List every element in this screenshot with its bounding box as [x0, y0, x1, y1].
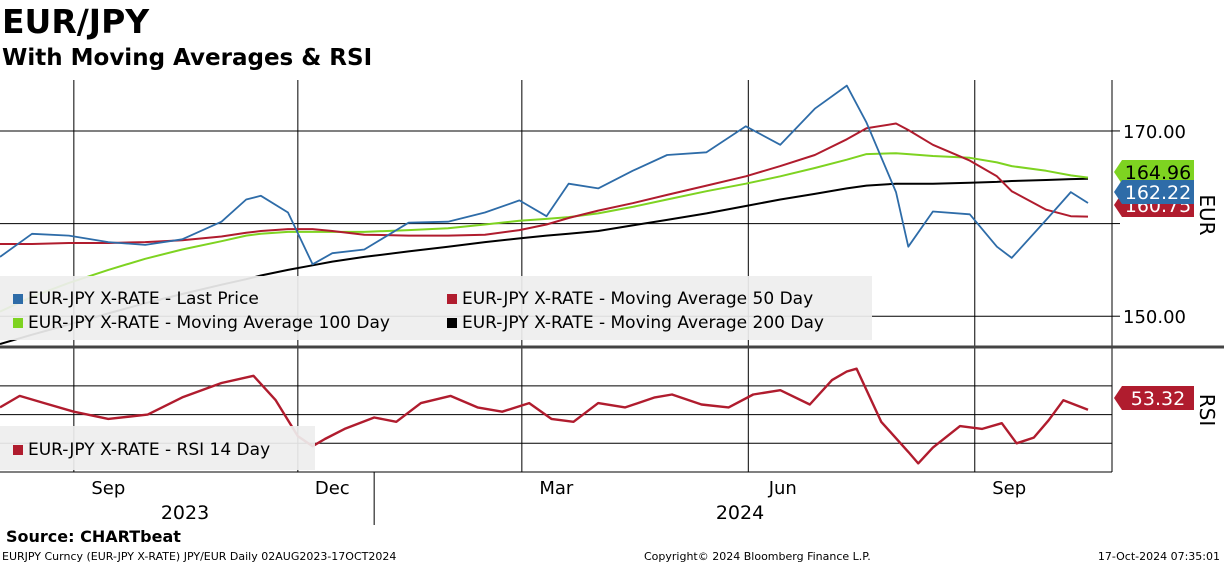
legend-label: EUR-JPY X-RATE - RSI 14 Day	[28, 440, 270, 460]
legend-swatch	[13, 445, 23, 455]
last-price-badge: 162.22	[1114, 180, 1194, 204]
legend-background	[0, 276, 872, 340]
rsi-badge: 53.32	[1114, 386, 1194, 410]
badge-shape	[1114, 386, 1194, 410]
y-tick-label: 170.00	[1123, 122, 1186, 143]
badge-shape	[1114, 160, 1194, 184]
rsi-line	[0, 367, 1089, 465]
legend-background	[0, 426, 315, 470]
badge-shape	[1114, 180, 1194, 204]
legend-swatch	[447, 318, 457, 328]
year-label: 2023	[161, 502, 209, 524]
legend-swatch	[447, 294, 457, 304]
ma100-badge: 164.96	[1114, 160, 1194, 184]
price-legend: EUR-JPY X-RATE - Last Price EUR-JPY X-RAT…	[0, 276, 872, 340]
x-tick-label: Jun	[768, 478, 797, 499]
ticker-info: EURJPY Curncy (EUR-JPY X-RATE) JPY/EUR D…	[2, 550, 397, 563]
x-tick-label: Dec	[315, 478, 350, 499]
rsi-panel: RSI EUR-JPY X-RATE - RSI 14 Day 53.32	[0, 367, 1219, 473]
chart-subtitle: With Moving Averages & RSI	[2, 45, 373, 71]
copyright-text: Copyright© 2024 Bloomberg Finance L.P.	[644, 550, 871, 563]
legend-label: EUR-JPY X-RATE - Last Price	[28, 289, 259, 309]
y-tick-label: 150.00	[1123, 307, 1186, 328]
ma50-line	[0, 122, 1089, 245]
x-axis: Sep Dec Mar Jun Sep 2023 2024	[91, 472, 1026, 525]
last-price-line	[0, 84, 1089, 266]
source-note: Source: CHARTbeat	[6, 527, 181, 546]
legend-swatch	[13, 318, 23, 328]
badge-value: 162.22	[1125, 182, 1191, 204]
badge-value: 53.32	[1131, 388, 1185, 410]
rsi-legend: EUR-JPY X-RATE - RSI 14 Day	[0, 426, 315, 470]
legend-swatch	[13, 294, 23, 304]
legend-label: EUR-JPY X-RATE - Moving Average 200 Day	[462, 313, 824, 333]
y-axis-label: EUR	[1195, 194, 1219, 235]
x-tick-label: Sep	[91, 478, 125, 499]
legend-label: EUR-JPY X-RATE - Moving Average 100 Day	[28, 313, 390, 333]
year-label: 2024	[716, 502, 764, 524]
legend-label: EUR-JPY X-RATE - Moving Average 50 Day	[462, 289, 813, 309]
timestamp-text: 17-Oct-2024 07:35:01	[1097, 550, 1220, 563]
x-tick-label: Mar	[539, 478, 574, 499]
badge-value: 164.96	[1125, 162, 1191, 184]
x-tick-label: Sep	[992, 478, 1026, 499]
price-panel: 150.00 170.00 EUR EUR-JPY X-RATE - Last Pri…	[0, 80, 1224, 472]
chart-title: EUR/JPY	[2, 2, 150, 41]
rsi-axis-label: RSI	[1195, 394, 1219, 427]
